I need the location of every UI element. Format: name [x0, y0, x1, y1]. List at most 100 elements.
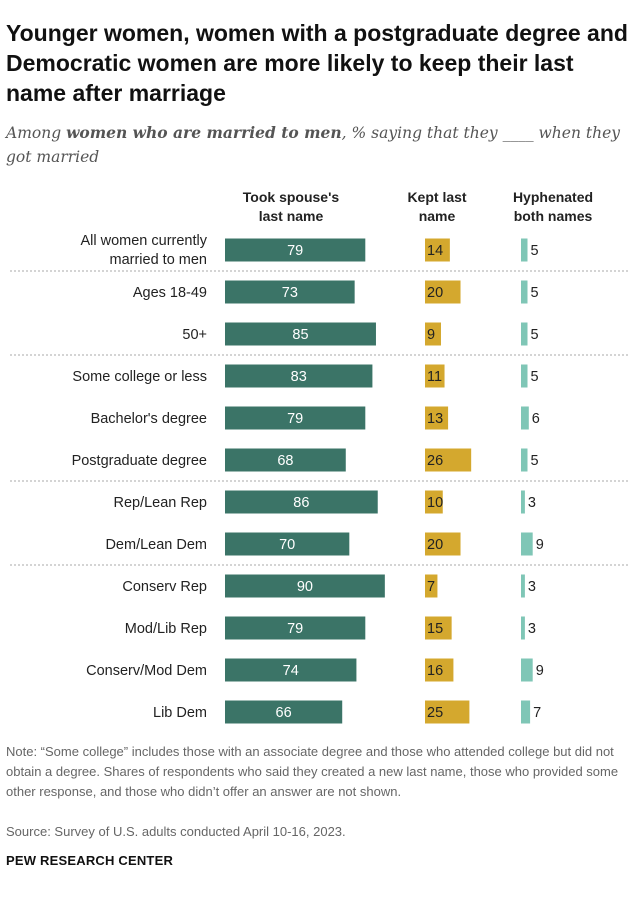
bar-s1-r7: [425, 532, 461, 556]
column-header-2-line-0: Hyphenated: [513, 189, 593, 205]
bar-s0-r11: [225, 700, 343, 724]
data-label-s1-r8: 7: [427, 579, 435, 595]
brand-name: PEW RESEARCH CENTER: [6, 853, 174, 868]
column-header-2-line-1: both names: [514, 208, 593, 224]
bar-s0-r9: [225, 616, 366, 640]
bar-s2-r10: [521, 658, 533, 682]
bar-s0-r4: [225, 406, 366, 430]
data-label-s0-r9: 79: [287, 621, 303, 637]
data-label-s0-r3: 83: [291, 369, 307, 385]
data-label-s1-r5: 26: [427, 453, 443, 469]
data-label-s2-r11: 7: [533, 705, 541, 721]
category-label-8: Conserv Rep: [122, 579, 207, 595]
data-label-s0-r8: 90: [297, 579, 313, 595]
bar-s2-r7: [521, 532, 533, 556]
category-label-6: Rep/Lean Rep: [113, 495, 207, 511]
bar-s1-r4: [425, 406, 449, 430]
column-header-1-line-0: Kept last: [407, 189, 466, 205]
category-label-7: Dem/Lean Dem: [105, 537, 207, 553]
bar-s0-r3: [225, 364, 373, 388]
bar-s1-r1: [425, 280, 461, 304]
data-label-s1-r1: 20: [427, 285, 443, 301]
category-label-0-line-1: married to men: [109, 252, 207, 268]
bar-s1-r0: [425, 238, 450, 262]
category-label-5: Postgraduate degree: [72, 453, 207, 469]
bar-s0-r2: [225, 322, 376, 346]
bar-chart: Took spouse's last name Kept last name Hyphe…: [10, 189, 628, 724]
bar-s1-r10: [425, 658, 454, 682]
subtitle-lead: Among: [6, 124, 67, 142]
bar-s0-r0: [225, 238, 366, 262]
category-label-9: Mod/Lib Rep: [125, 621, 207, 637]
data-label-s2-r9: 3: [528, 621, 536, 637]
bar-s2-r3: [521, 364, 528, 388]
bar-s1-r11: [425, 700, 470, 724]
bar-s1-r3: [425, 364, 445, 388]
bar-s0-r10: [225, 658, 357, 682]
data-label-s1-r10: 16: [427, 663, 443, 679]
column-header-0-line-0: Took spouse's: [243, 189, 340, 205]
data-label-s1-r11: 25: [427, 705, 443, 721]
data-label-s1-r3: 11: [427, 369, 442, 385]
bar-s1-r2: [425, 322, 441, 346]
bar-s1-r9: [425, 616, 452, 640]
bar-s2-r1: [521, 280, 528, 304]
data-label-s1-r9: 15: [427, 621, 443, 637]
data-label-s2-r7: 9: [536, 537, 544, 553]
chart-note: Note: “Some college” includes those with…: [6, 744, 619, 799]
category-label-0-line-0: All women currently: [80, 233, 207, 249]
bar-s2-r2: [521, 322, 528, 346]
bar-s0-r5: [225, 448, 346, 472]
data-label-s2-r5: 5: [531, 453, 539, 469]
category-label-1: Ages 18-49: [133, 285, 207, 301]
bar-s0-r1: [225, 280, 355, 304]
data-label-s2-r8: 3: [528, 579, 536, 595]
data-label-s2-r6: 3: [528, 495, 536, 511]
data-label-s0-r7: 70: [279, 537, 295, 553]
category-label-2: 50+: [182, 327, 207, 343]
data-label-s0-r5: 68: [277, 453, 293, 469]
data-label-s2-r1: 5: [531, 285, 539, 301]
category-label-10: Conserv/Mod Dem: [86, 663, 207, 679]
bar-s2-r5: [521, 448, 528, 472]
data-label-s1-r4: 13: [427, 411, 443, 427]
subtitle-emphasis: women who are married to men: [66, 123, 342, 142]
data-label-s2-r2: 5: [531, 327, 539, 343]
data-label-s0-r1: 73: [282, 285, 298, 301]
category-label-3: Some college or less: [72, 369, 207, 385]
subtitle-tail: , % saying that they ____ when they got …: [6, 124, 620, 166]
bar-s2-r6: [521, 490, 525, 514]
chart-title: Younger women, women with a postgraduate…: [6, 20, 628, 106]
chart-source: Source: Survey of U.S. adults conducted …: [6, 824, 346, 839]
data-label-s2-r4: 6: [532, 411, 540, 427]
bar-s1-r6: [425, 490, 443, 514]
data-label-s1-r6: 10: [427, 495, 443, 511]
data-label-s1-r2: 9: [427, 327, 435, 343]
bar-s2-r11: [521, 700, 531, 724]
data-label-s0-r6: 86: [293, 495, 309, 511]
bar-s1-r8: [425, 574, 438, 598]
bar-s2-r8: [521, 574, 525, 598]
data-label-s2-r0: 5: [531, 243, 539, 259]
chart-subtitle: Among women who are married to men, % sa…: [6, 121, 631, 169]
data-label-s0-r11: 66: [276, 705, 292, 721]
bar-s0-r8: [225, 574, 385, 598]
bar-s1-r5: [425, 448, 472, 472]
data-label-s0-r10: 74: [283, 663, 299, 679]
data-label-s2-r3: 5: [531, 369, 539, 385]
column-header-1-line-1: name: [419, 208, 456, 224]
data-label-s0-r2: 85: [292, 327, 308, 343]
bar-s0-r7: [225, 532, 350, 556]
bar-s2-r9: [521, 616, 525, 640]
column-header-0-line-1: last name: [259, 208, 324, 224]
bar-s0-r6: [225, 490, 378, 514]
bar-s2-r4: [521, 406, 529, 430]
data-label-s0-r4: 79: [287, 411, 303, 427]
data-label-s2-r10: 9: [536, 663, 544, 679]
category-label-11: Lib Dem: [153, 705, 207, 721]
data-label-s1-r7: 20: [427, 537, 443, 553]
data-label-s0-r0: 79: [287, 243, 303, 259]
data-label-s1-r0: 14: [427, 243, 443, 259]
category-label-4: Bachelor's degree: [91, 411, 207, 427]
bar-s2-r0: [521, 238, 528, 262]
